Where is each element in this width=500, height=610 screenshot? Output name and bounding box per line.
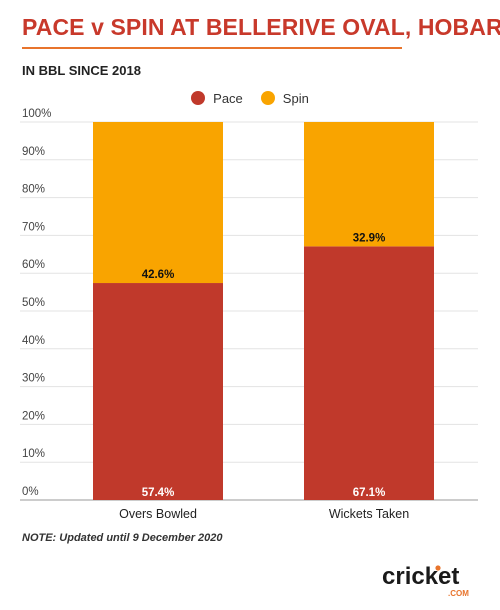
y-tick-label: 50% bbox=[22, 297, 45, 309]
cricket-com-logo: cricket .COM bbox=[382, 563, 469, 598]
y-tick-label: 0% bbox=[22, 486, 39, 498]
y-tick-label: 90% bbox=[22, 146, 45, 158]
logo-text: cricket bbox=[382, 563, 459, 590]
logo-subtext: .COM bbox=[448, 589, 469, 598]
data-label-spin: 42.6% bbox=[142, 269, 175, 281]
bar-pace bbox=[304, 246, 434, 500]
chart-note: NOTE: Updated until 9 December 2020 bbox=[22, 532, 223, 544]
title-underline bbox=[22, 47, 402, 49]
y-tick-label: 80% bbox=[22, 184, 45, 196]
bar-spin bbox=[93, 122, 223, 284]
y-tick-label: 20% bbox=[22, 410, 45, 422]
data-label-pace: 57.4% bbox=[142, 487, 175, 499]
data-label-pace: 67.1% bbox=[353, 487, 386, 499]
logo-dot bbox=[435, 565, 441, 571]
legend-swatch-spin bbox=[260, 91, 275, 105]
y-tick-label: 30% bbox=[22, 373, 45, 385]
legend-swatch-pace bbox=[191, 91, 206, 105]
legend-item-pace: Pace bbox=[191, 91, 243, 106]
legend: Pace Spin bbox=[0, 89, 500, 107]
legend-item-spin: Spin bbox=[260, 90, 309, 106]
chart-subtitle: IN BBL SINCE 2018 bbox=[22, 63, 141, 78]
bar-pace bbox=[93, 283, 223, 500]
legend-label-spin: Spin bbox=[282, 90, 309, 106]
y-tick-label: 10% bbox=[22, 448, 45, 460]
legend-label-pace: Pace bbox=[213, 90, 243, 106]
data-label-spin: 32.9% bbox=[353, 232, 386, 244]
chart-title: PACE v SPIN AT BELLERIVE OVAL, HOBART bbox=[22, 14, 500, 40]
y-tick-label: 60% bbox=[22, 259, 45, 271]
y-tick-label: 40% bbox=[22, 335, 45, 347]
y-tick-label: 100% bbox=[22, 108, 51, 120]
bar-spin bbox=[304, 122, 434, 247]
x-category-label: Overs Bowled bbox=[119, 507, 197, 521]
x-category-label: Wickets Taken bbox=[329, 507, 409, 521]
y-tick-label: 70% bbox=[22, 221, 45, 233]
